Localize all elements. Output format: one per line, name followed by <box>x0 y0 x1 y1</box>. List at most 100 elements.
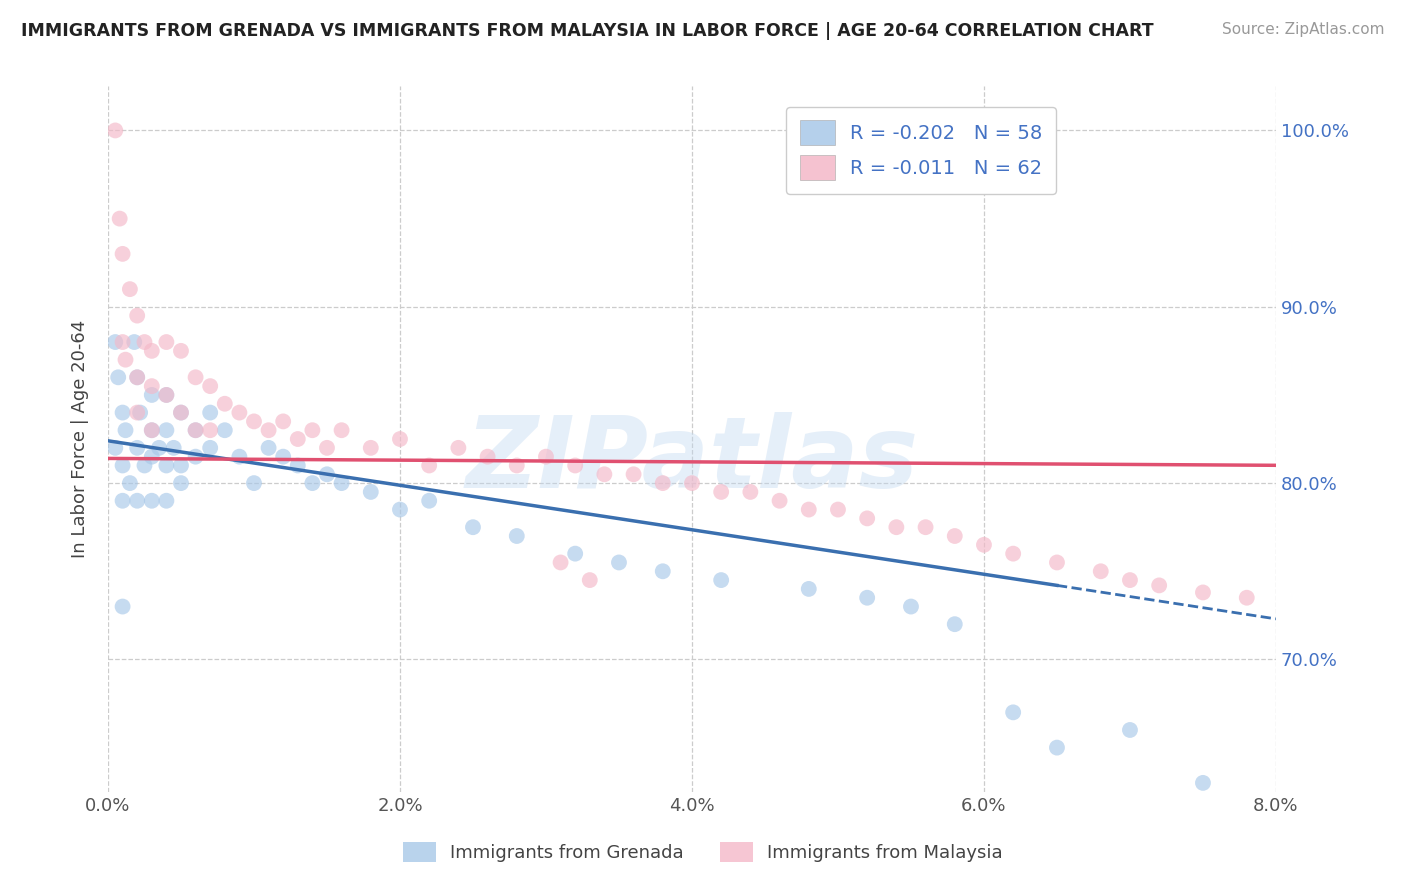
Point <box>134 458 156 473</box>
Point <box>184 423 207 437</box>
Point <box>797 502 820 516</box>
Point <box>141 450 163 464</box>
Point <box>127 441 149 455</box>
Point <box>360 484 382 499</box>
Point <box>257 441 280 455</box>
Point <box>141 423 163 437</box>
Point <box>1090 564 1112 578</box>
Point <box>148 441 170 455</box>
Point <box>1119 573 1142 587</box>
Point <box>155 493 177 508</box>
Point <box>900 599 922 614</box>
Point <box>184 450 207 464</box>
Point <box>564 458 586 473</box>
Point <box>506 529 529 543</box>
Point <box>214 423 236 437</box>
Point <box>127 370 149 384</box>
Point <box>127 370 149 384</box>
Point <box>1002 547 1025 561</box>
Point <box>107 370 129 384</box>
Point <box>1002 706 1025 720</box>
Point <box>127 406 149 420</box>
Point <box>111 599 134 614</box>
Text: IMMIGRANTS FROM GRENADA VS IMMIGRANTS FROM MALAYSIA IN LABOR FORCE | AGE 20-64 C: IMMIGRANTS FROM GRENADA VS IMMIGRANTS FR… <box>21 22 1154 40</box>
Point <box>170 406 193 420</box>
Point <box>316 467 339 482</box>
Point <box>856 591 879 605</box>
Point <box>330 476 353 491</box>
Point <box>170 458 193 473</box>
Legend: R = -0.202   N = 58, R = -0.011   N = 62: R = -0.202 N = 58, R = -0.011 N = 62 <box>786 107 1056 194</box>
Point <box>1294 599 1316 614</box>
Point <box>104 441 127 455</box>
Point <box>681 476 703 491</box>
Legend: Immigrants from Grenada, Immigrants from Malaysia: Immigrants from Grenada, Immigrants from… <box>396 834 1010 870</box>
Point <box>141 379 163 393</box>
Point <box>141 423 163 437</box>
Point <box>122 334 145 349</box>
Point <box>134 334 156 349</box>
Point <box>163 441 186 455</box>
Point <box>228 406 250 420</box>
Point <box>943 617 966 632</box>
Point <box>287 458 309 473</box>
Point <box>651 476 673 491</box>
Point <box>243 414 266 428</box>
Point <box>214 397 236 411</box>
Point <box>127 309 149 323</box>
Point <box>461 520 484 534</box>
Point <box>198 379 221 393</box>
Point <box>118 282 141 296</box>
Point <box>740 484 762 499</box>
Point <box>651 564 673 578</box>
Point <box>111 406 134 420</box>
Point <box>129 406 152 420</box>
Point <box>360 441 382 455</box>
Text: ZIPatlas: ZIPatlas <box>465 412 918 508</box>
Point <box>1236 591 1258 605</box>
Point <box>271 450 294 464</box>
Point <box>797 582 820 596</box>
Point <box>1147 578 1170 592</box>
Point <box>155 388 177 402</box>
Point <box>155 388 177 402</box>
Point <box>104 334 127 349</box>
Point <box>287 432 309 446</box>
Point <box>111 334 134 349</box>
Point <box>914 520 936 534</box>
Point <box>607 556 630 570</box>
Point <box>184 370 207 384</box>
Y-axis label: In Labor Force | Age 20-64: In Labor Force | Age 20-64 <box>72 320 89 558</box>
Point <box>111 247 134 261</box>
Point <box>198 406 221 420</box>
Point <box>108 211 131 226</box>
Point <box>388 502 411 516</box>
Point <box>418 458 440 473</box>
Text: Source: ZipAtlas.com: Source: ZipAtlas.com <box>1222 22 1385 37</box>
Point <box>710 484 733 499</box>
Point <box>118 476 141 491</box>
Point <box>1119 723 1142 737</box>
Point <box>506 458 529 473</box>
Point <box>316 441 339 455</box>
Point <box>1192 585 1215 599</box>
Point <box>973 538 995 552</box>
Point <box>768 493 790 508</box>
Point <box>418 493 440 508</box>
Point <box>1192 776 1215 790</box>
Point <box>155 423 177 437</box>
Point <box>1046 740 1069 755</box>
Point <box>141 493 163 508</box>
Point <box>477 450 499 464</box>
Point <box>447 441 470 455</box>
Point <box>388 432 411 446</box>
Point <box>104 123 127 137</box>
Point <box>184 423 207 437</box>
Point <box>155 334 177 349</box>
Point <box>710 573 733 587</box>
Point <box>243 476 266 491</box>
Point <box>170 476 193 491</box>
Point <box>198 441 221 455</box>
Point <box>827 502 849 516</box>
Point <box>550 556 572 570</box>
